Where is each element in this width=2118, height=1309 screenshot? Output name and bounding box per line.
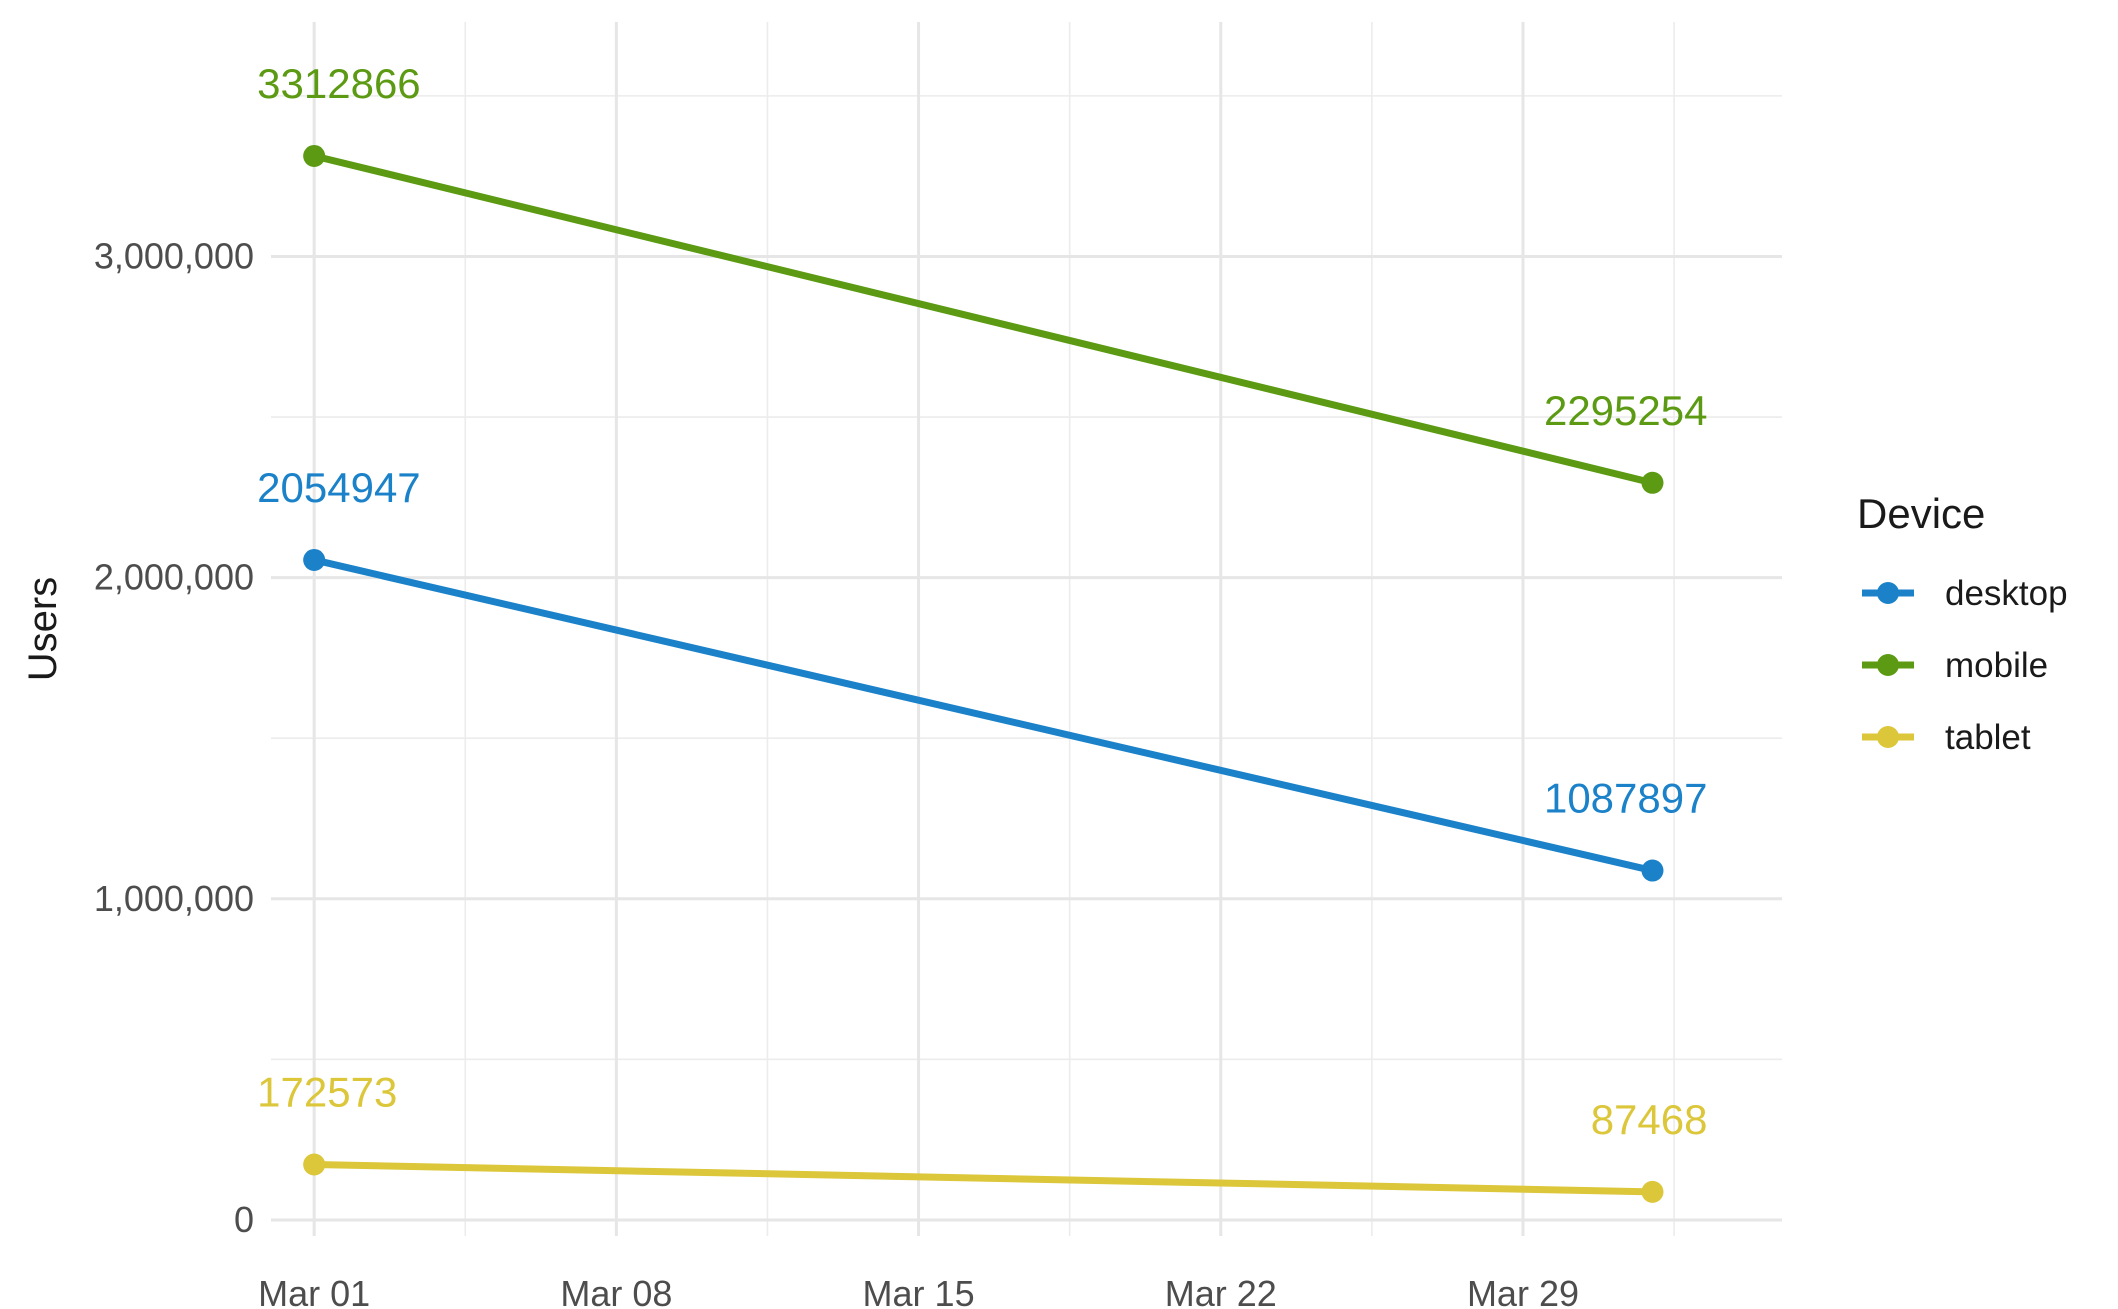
y-tick-label: 2,000,000 [94,557,254,598]
legend-item-tablet: tablet [1862,718,2031,757]
legend-label: desktop [1945,574,2068,613]
legend-key-point [1877,726,1899,748]
series-tablet: 172573 87468 [257,1069,1707,1203]
gridlines [271,22,1782,1236]
y-axis: 0 1,000,000 2,000,000 3,000,000 [94,235,254,1239]
legend-key-point [1877,582,1899,604]
data-point-tablet [303,1153,326,1176]
series-mobile: 3312866 2295254 [257,60,1707,494]
y-tick-label: 1,000,000 [94,878,254,919]
data-label-tablet: 172573 [257,1069,397,1116]
legend-key-point [1877,654,1899,676]
y-axis-title: Users [21,577,65,681]
x-axis: Mar 01 Mar 08 Mar 15 Mar 22 Mar 29 [258,1273,1579,1309]
data-point-desktop [1641,859,1664,882]
legend-label: tablet [1945,718,2031,757]
legend-item-desktop: desktop [1862,574,2068,613]
x-tick-label: Mar 15 [863,1273,975,1309]
legend-label: mobile [1945,646,2048,685]
x-tick-label: Mar 08 [560,1273,672,1309]
series-line-desktop [310,556,1656,875]
data-label-mobile: 3312866 [257,60,421,107]
y-tick-label: 0 [234,1199,254,1240]
legend-title: Device [1857,490,1985,537]
y-tick-label: 3,000,000 [94,235,254,276]
x-tick-label: Mar 22 [1165,1273,1277,1309]
data-label-desktop: 1087897 [1544,775,1708,822]
x-tick-label: Mar 29 [1467,1273,1579,1309]
series-desktop: 2054947 1087897 [257,464,1707,882]
x-tick-label: Mar 01 [258,1273,370,1309]
data-point-mobile [303,144,326,167]
data-label-desktop: 2054947 [257,464,421,511]
data-label-mobile: 2295254 [1544,387,1708,434]
data-label-tablet: 87468 [1591,1096,1708,1143]
series-line-tablet [310,1161,1656,1196]
legend: Device desktop mobile tablet [1857,490,2068,757]
legend-item-mobile: mobile [1862,646,2048,685]
series-line-mobile [310,152,1656,487]
data-point-desktop [303,548,326,571]
data-point-mobile [1641,471,1664,494]
data-point-tablet [1641,1180,1664,1203]
